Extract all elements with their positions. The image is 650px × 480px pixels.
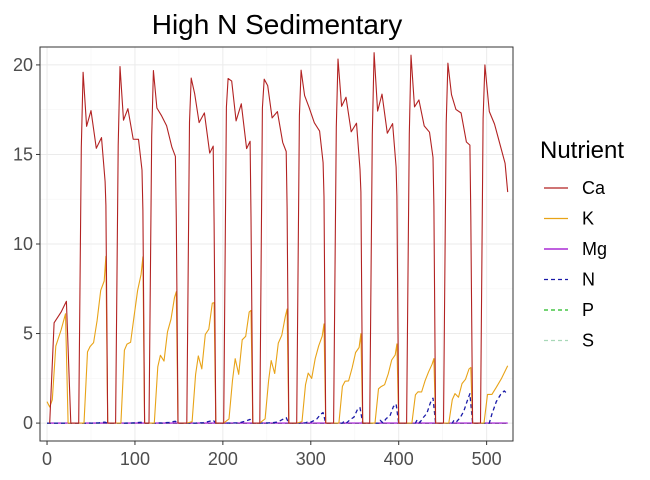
series-line-ca — [49, 52, 509, 424]
legend-label-mg: Mg — [582, 239, 607, 259]
y-tick-label: 10 — [13, 234, 33, 254]
legend: Nutrient Ca K Mg NPS — [540, 137, 624, 351]
series-lines — [46, 52, 509, 424]
legend-label-s: S — [582, 331, 594, 351]
legend-label-p: P — [582, 300, 594, 320]
x-tick-label: 300 — [296, 449, 326, 469]
chart-title: High N Sedimentary — [152, 9, 403, 40]
series-line-n — [47, 390, 507, 424]
x-tick-label: 100 — [120, 449, 150, 469]
legend-label-n: N — [582, 270, 595, 290]
x-tick-label: 400 — [384, 449, 414, 469]
y-tick-label: 15 — [13, 144, 33, 164]
legend-label-ca: Ca — [582, 178, 606, 198]
grid — [40, 47, 513, 441]
x-tick-label: 200 — [208, 449, 238, 469]
legend-title: Nutrient — [540, 137, 624, 164]
y-tick-label: 20 — [13, 55, 33, 75]
x-tick-label: 500 — [472, 449, 502, 469]
axes: 0 100 200 300 400 500 0 5 10 15 20 — [13, 55, 502, 469]
y-tick-label: 5 — [23, 324, 33, 344]
y-tick-label: 0 — [23, 413, 33, 433]
x-tick-label: 0 — [42, 449, 52, 469]
legend-label-k: K — [582, 209, 594, 229]
series-line-k — [46, 255, 509, 424]
